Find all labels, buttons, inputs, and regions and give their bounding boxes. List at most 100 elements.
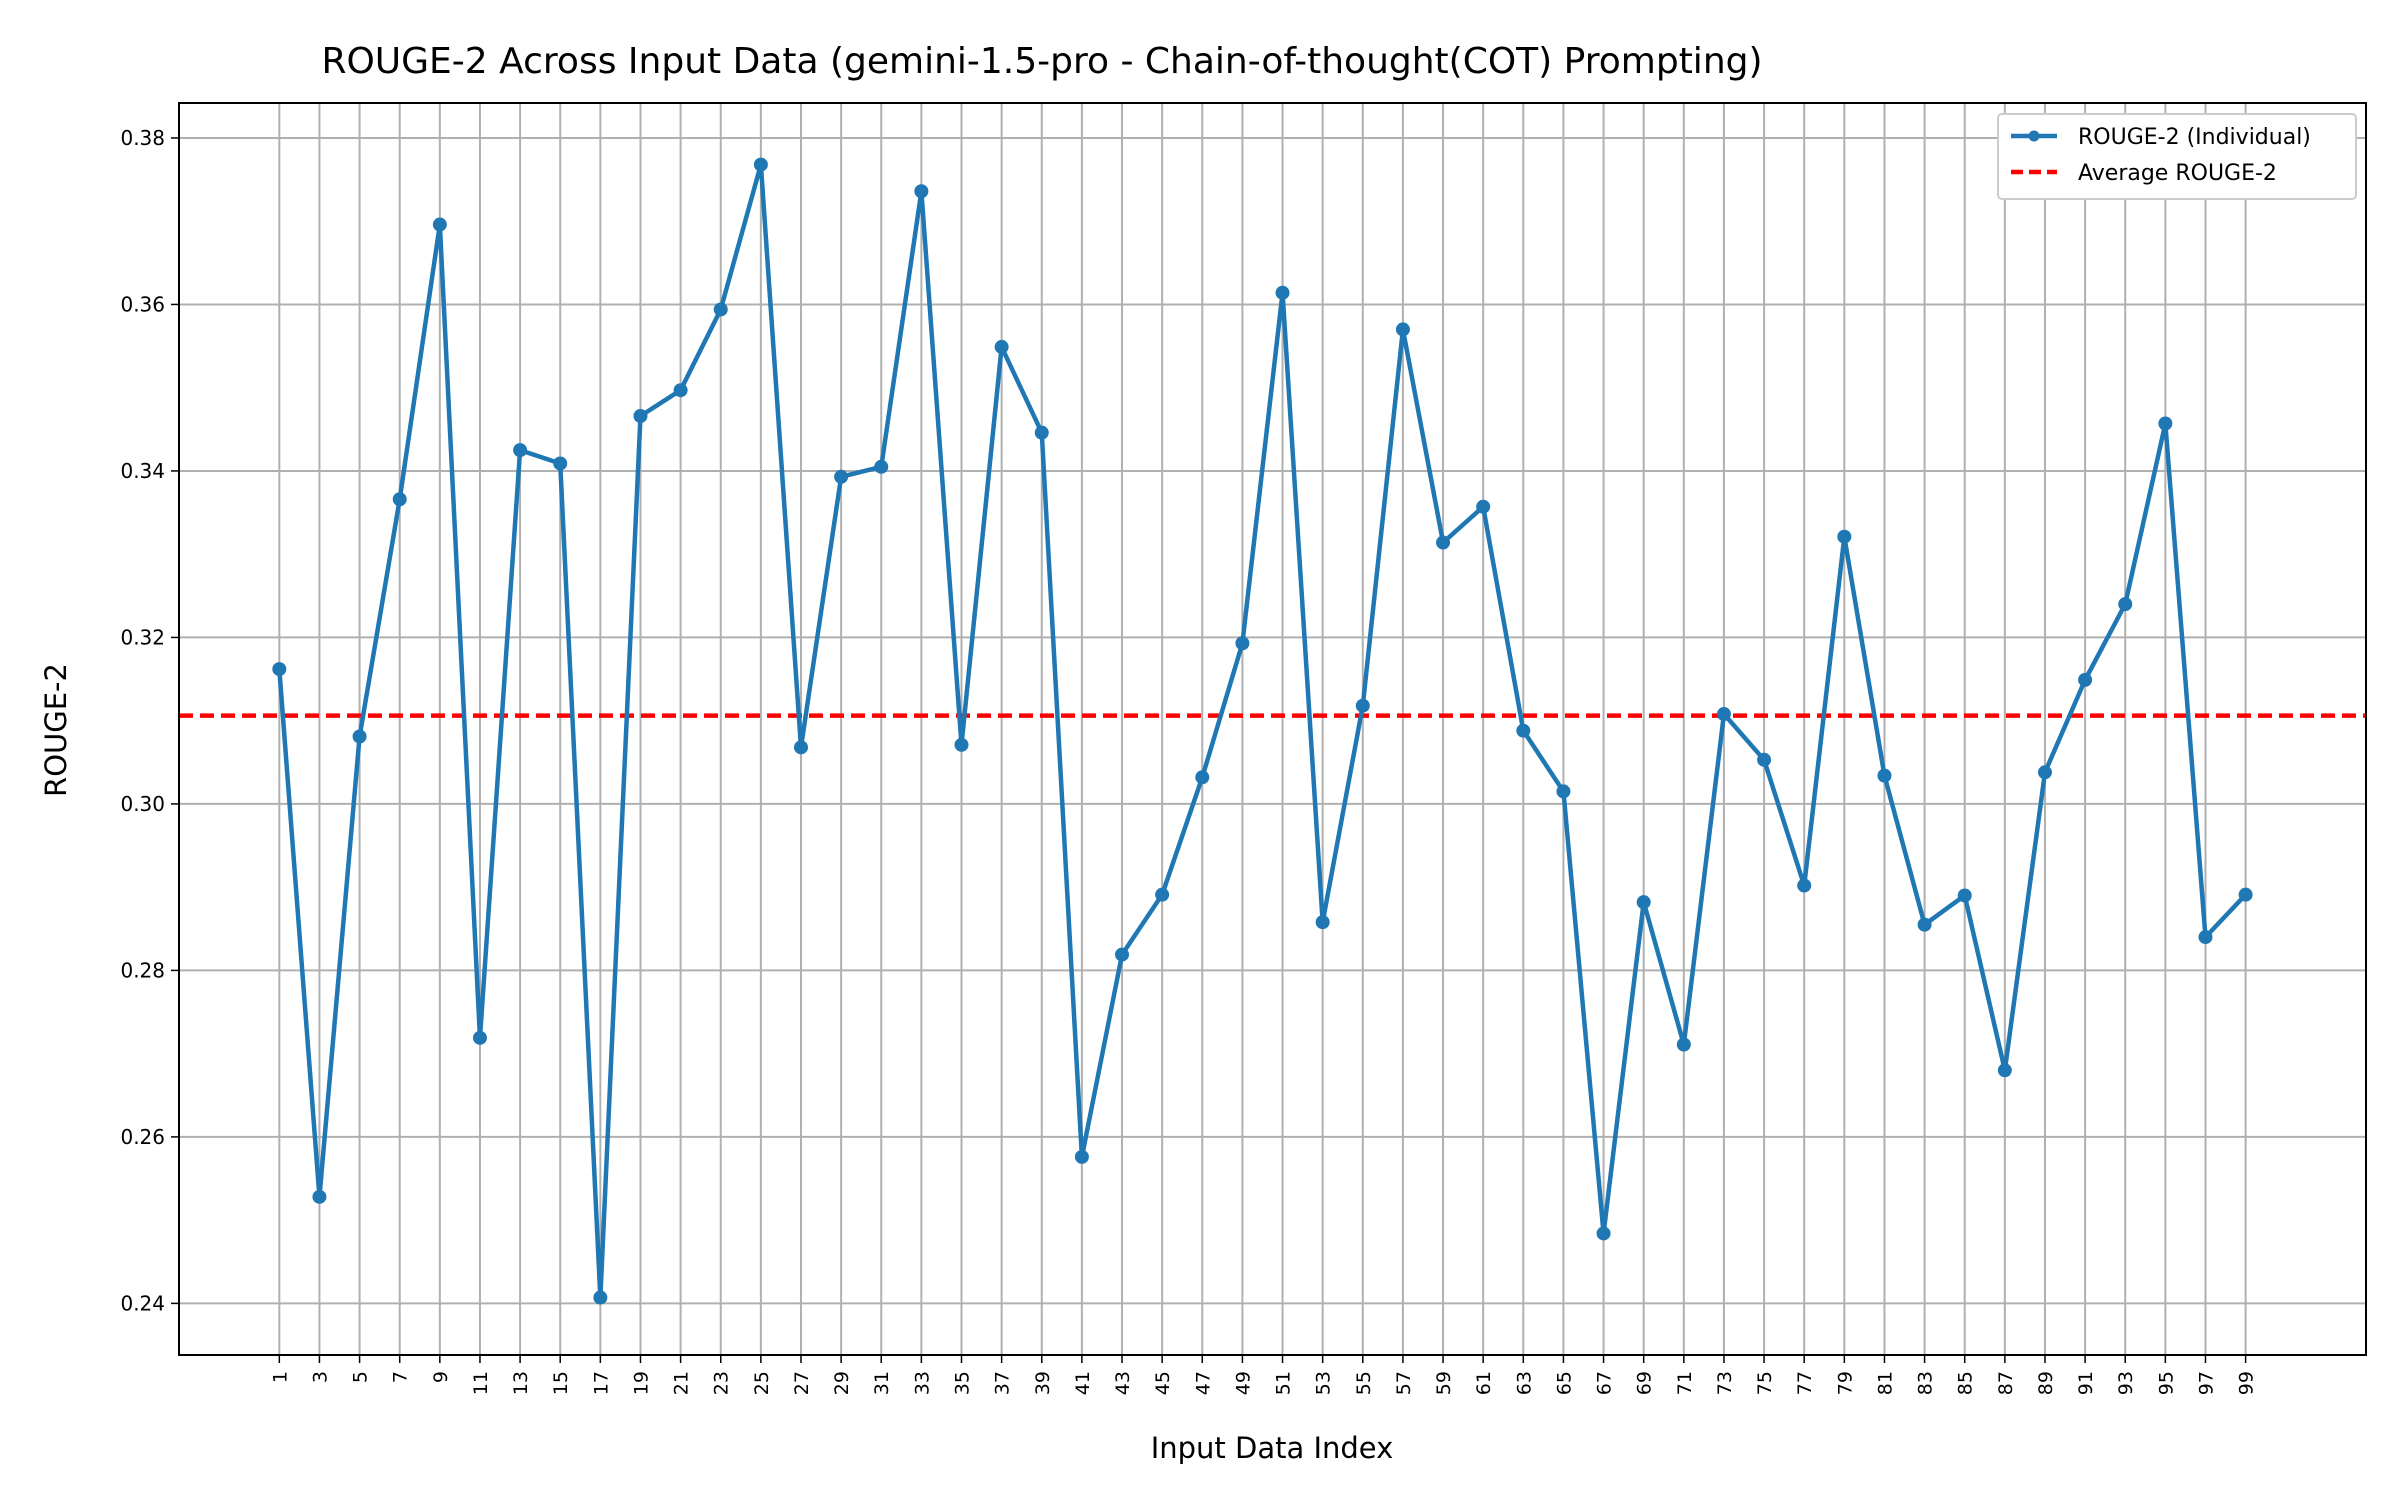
x-tick-label: 99 (2236, 1371, 2258, 1395)
data-point (432, 217, 447, 232)
ticks: 1 3 5 7 9 11 13 15 17 19 21 23 25 27 29 31 33 35 37 39 41 43 4… (120, 126, 2257, 1395)
chart-title: ROUGE-2 Across Input Data (gemini-1.5-pr… (321, 41, 1762, 82)
data-point (1115, 947, 1130, 962)
x-tick-label: 61 (1473, 1371, 1495, 1395)
x-tick-label: 31 (871, 1371, 893, 1395)
data-point (673, 383, 688, 398)
data-point (2037, 765, 2052, 780)
data-point (352, 729, 367, 744)
data-point (994, 339, 1009, 354)
x-tick-label: 9 (430, 1371, 452, 1383)
x-tick-label: 43 (1112, 1371, 1134, 1395)
x-tick-label: 93 (2115, 1371, 2137, 1395)
x-tick-label: 87 (1995, 1371, 2017, 1395)
x-tick-label: 81 (1874, 1371, 1896, 1395)
x-tick-label: 1 (269, 1371, 291, 1383)
x-tick-label: 11 (470, 1371, 492, 1395)
data-point (753, 157, 768, 172)
x-tick-label: 91 (2075, 1371, 2097, 1395)
data-point (1556, 784, 1571, 799)
data-point (2198, 930, 2213, 945)
data-point (472, 1030, 487, 1045)
y-tick-label: 0.36 (120, 292, 165, 316)
x-tick-label: 33 (911, 1371, 933, 1395)
x-tick-label: 63 (1513, 1371, 1535, 1395)
data-point (2118, 597, 2133, 612)
data-point (1395, 322, 1410, 337)
x-tick-label: 5 (350, 1371, 372, 1383)
y-tick-label: 0.34 (120, 459, 165, 483)
x-axis-title: Input Data Index (1151, 1431, 1394, 1465)
x-tick-label: 69 (1634, 1371, 1656, 1395)
y-tick-label: 0.30 (120, 792, 165, 816)
grid (179, 103, 2366, 1355)
data-point (1636, 895, 1651, 910)
x-tick-label: 75 (1754, 1371, 1776, 1395)
series-layer (272, 157, 2253, 1305)
legend: ROUGE-2 (Individual) Average ROUGE-2 (1997, 113, 2357, 200)
legend-label-average: Average ROUGE-2 (2078, 161, 2277, 186)
x-tick-label: 37 (992, 1371, 1014, 1395)
data-point (1837, 529, 1852, 544)
x-tick-label: 55 (1353, 1371, 1375, 1395)
axes (178, 102, 2367, 1356)
x-tick-label: 77 (1794, 1371, 1816, 1395)
data-point (954, 737, 969, 752)
data-point (1155, 887, 1170, 902)
x-tick-label: 71 (1674, 1371, 1696, 1395)
data-point (392, 492, 407, 507)
data-point (2078, 672, 2093, 687)
data-point (633, 409, 648, 423)
x-tick-label: 89 (2035, 1371, 2057, 1395)
data-point (1716, 707, 1731, 722)
y-tick-label: 0.32 (120, 625, 165, 649)
x-tick-label: 21 (671, 1371, 693, 1395)
x-tick-label: 25 (751, 1371, 773, 1395)
data-point (1797, 878, 1812, 893)
x-tick-label: 47 (1192, 1371, 1214, 1395)
y-axis-title: ROUGE-2 (39, 663, 73, 797)
x-tick-label: 15 (550, 1371, 572, 1395)
x-tick-label: 67 (1594, 1371, 1616, 1395)
y-tick-label: 0.38 (120, 126, 165, 150)
x-tick-label: 27 (791, 1371, 813, 1395)
data-point (1877, 768, 1892, 783)
data-point (553, 456, 568, 471)
series-line-individual (277, 162, 2248, 1300)
data-point (1516, 723, 1531, 738)
data-point (1195, 770, 1210, 785)
x-tick-label: 39 (1032, 1371, 1054, 1395)
data-point (914, 184, 929, 199)
data-point (513, 443, 528, 458)
x-tick-label: 35 (952, 1371, 974, 1395)
data-point (713, 302, 728, 317)
data-point (793, 740, 808, 755)
data-point (834, 469, 849, 484)
data-point (1917, 917, 1932, 932)
data-point (593, 1290, 608, 1305)
legend-box (1997, 113, 2357, 200)
plot-frame (178, 102, 2367, 1356)
data-point (1034, 425, 1049, 440)
data-point (1476, 499, 1491, 514)
data-point (2238, 887, 2253, 902)
x-tick-label: 83 (1915, 1371, 1937, 1395)
y-tick-label: 0.24 (120, 1291, 165, 1315)
data-point (272, 662, 287, 677)
x-tick-label: 13 (510, 1371, 532, 1395)
x-tick-label: 57 (1393, 1371, 1415, 1395)
x-tick-label: 97 (2195, 1371, 2217, 1395)
data-point (1436, 535, 1451, 550)
x-tick-label: 59 (1433, 1371, 1455, 1395)
data-point (1235, 636, 1250, 651)
x-tick-label: 7 (390, 1371, 412, 1383)
x-tick-label: 65 (1553, 1371, 1575, 1395)
x-tick-label: 41 (1072, 1371, 1094, 1395)
x-tick-label: 73 (1714, 1371, 1736, 1395)
x-tick-label: 51 (1273, 1371, 1295, 1395)
data-point (1315, 915, 1330, 930)
data-point (1275, 285, 1290, 300)
x-tick-label: 95 (2155, 1371, 2177, 1395)
